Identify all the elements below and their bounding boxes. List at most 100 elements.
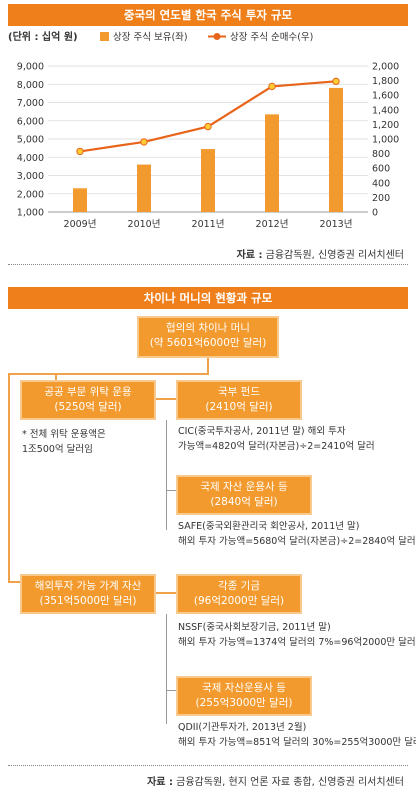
household-assets-box: 해외투자 가능 가계 자산 (351억5000만 달러): [20, 574, 156, 614]
bar: [137, 164, 151, 212]
line-point: [204, 122, 212, 131]
y-right-tick-label: 2,000: [372, 62, 399, 73]
note-line: SAFE(중국외환관리국 회안공사, 2011년 말): [178, 521, 360, 532]
line-point: [140, 138, 148, 146]
root-title: 협의의 차이나 머니: [166, 322, 250, 334]
connector: [8, 373, 56, 375]
y-right-tick-label: 800: [372, 149, 390, 160]
connector: [8, 373, 10, 583]
note-line: QDII(기관투자가, 2013년 2월): [178, 722, 307, 733]
divider: [8, 264, 408, 265]
note-line: CIC(중국투자공사, 2011년 말) 해외 투자: [178, 426, 346, 437]
connector: [156, 398, 176, 400]
funds-note: NSSF(중국사회보장기금, 2011년 말) 해외 투자 가능액=1374억 …: [178, 620, 416, 650]
y-left-tick-label: 8,000: [17, 80, 44, 91]
x-tick-label: 2010년: [128, 219, 161, 230]
y-right-tick-label: 1,800: [372, 76, 399, 87]
connector: [156, 592, 176, 594]
y-left-tick-label: 4,000: [17, 153, 44, 164]
y-left-tick-label: 3,000: [17, 171, 44, 182]
connector: [55, 373, 209, 375]
unit-label: (단위 : 십억 원): [8, 30, 78, 43]
bar: [73, 188, 87, 212]
bracket-line: [166, 690, 176, 691]
chart-source: 자료 : 금융감독원, 신영증권 리서치센터: [237, 246, 404, 261]
line-point: [268, 82, 276, 91]
legend-bar-label: 상장 주식 보유(좌): [113, 32, 188, 43]
y-right-tick-label: 600: [372, 164, 390, 175]
y-left-tick-label: 6,000: [17, 116, 44, 127]
intl-asset-managers-title: 국제 자산 운용사 등: [200, 481, 288, 493]
y-left-tick-label: 7,000: [17, 98, 44, 109]
line-series: [79, 80, 337, 153]
source-label: 자료 :: [147, 777, 173, 788]
legend-line-label: 상장 주식 순매수(우): [230, 32, 313, 43]
intl-asset-managers-2-box: 국제 자산운용사 등 (255억3000만 달러): [176, 676, 312, 716]
source-text: 금융감독원, 신영증권 리서치센터: [265, 250, 404, 261]
bracket-line: [166, 490, 176, 491]
diagram-source: 자료 : 금융감독원, 현지 언론 자료 종합, 신영증권 리서치센터: [147, 773, 404, 788]
intl-asset-managers-amount: (2840억 달러): [210, 496, 278, 508]
root-box: 협의의 차이나 머니 (약 5601억6000만 달러): [137, 316, 279, 358]
legend-line-marker: [213, 33, 221, 40]
note-line: 해외 투자 가능액=5680억 달러(자본금)÷2=2840억 달러: [178, 536, 416, 547]
line-point: [332, 77, 340, 86]
sovereign-fund-note: CIC(중국투자공사, 2011년 말) 해외 투자 가능액=4820억 달러(…: [178, 424, 375, 454]
connector: [8, 581, 20, 583]
bar: [265, 114, 279, 212]
y-right-tick-label: 400: [372, 178, 390, 189]
diagram-title: 차이나 머니의 현황과 규모: [8, 287, 408, 309]
bracket-line: [166, 614, 167, 724]
public-sector-amount: (5250억 달러): [54, 401, 122, 413]
funds-box: 각종 기금 (96억2000만 달러): [176, 574, 302, 614]
note-line: 1조500억 달러임: [22, 444, 93, 455]
y-left-tick-label: 5,000: [17, 135, 44, 146]
intl-asset-managers-box: 국제 자산 운용사 등 (2840억 달러): [176, 475, 312, 515]
bar: [201, 149, 215, 212]
sovereign-fund-box: 국부 펀드 (2410억 달러): [176, 380, 302, 420]
funds-title: 각종 기금: [218, 580, 260, 592]
intl-asset-managers-2-amount: (255억3000만 달러): [195, 697, 293, 709]
y-left-tick-label: 9,000: [17, 62, 44, 73]
y-right-tick-label: 1,400: [372, 105, 399, 116]
y-right-tick-label: 1,000: [372, 135, 399, 146]
public-sector-note: * 전체 위탁 운용액은 1조500억 달러임: [22, 427, 106, 457]
legend-bar-swatch: [100, 32, 109, 41]
y-right-tick-label: 1,200: [372, 120, 399, 131]
x-tick-label: 2011년: [192, 219, 225, 230]
connector: [207, 358, 209, 374]
public-sector-box: 공공 부문 위탁 운용 (5250억 달러): [20, 380, 156, 420]
root-amount: (약 5601억6000만 달러): [149, 337, 267, 349]
y-right-tick-label: 200: [372, 193, 390, 204]
y-left-tick-label: 2,000: [17, 189, 44, 200]
source-label: 자료 :: [236, 250, 263, 261]
public-sector-title: 공공 부문 위탁 운용: [44, 386, 132, 398]
sovereign-fund-amount: (2410억 달러): [205, 401, 273, 413]
funds-amount: (96억2000만 달러): [193, 595, 285, 607]
divider: [8, 765, 408, 766]
line-point: [76, 147, 84, 156]
y-right-tick-label: 1,600: [372, 91, 399, 102]
note-line: * 전체 위탁 운용액은: [22, 429, 106, 440]
intl-asset-managers-note: SAFE(중국외환관리국 회안공사, 2011년 말) 해외 투자 가능액=56…: [178, 519, 416, 549]
intl-asset-managers-2-title: 국제 자산운용사 등: [202, 682, 286, 694]
bar: [329, 87, 343, 212]
note-line: NSSF(중국사회보장기금, 2011년 말): [178, 622, 331, 633]
x-tick-label: 2012년: [256, 219, 289, 230]
note-line: 가능액=4820억 달러(자본금)÷2=2410억 달러: [178, 441, 375, 452]
note-line: 해외 투자 가능액=851억 달러의 30%=255억3000만 달러: [178, 737, 416, 748]
note-line: 해외 투자 가능액=1374억 달러의 7%=96억2000만 달러: [178, 637, 416, 648]
household-assets-title: 해외투자 가능 가계 자산: [34, 580, 142, 592]
connector: [55, 373, 57, 380]
bracket-line: [166, 420, 167, 530]
sovereign-fund-title: 국부 펀드: [218, 386, 260, 398]
x-tick-label: 2009년: [64, 219, 97, 230]
household-assets-amount: (351억5000만 달러): [39, 595, 137, 607]
y-right-tick-label: 0: [372, 208, 378, 219]
source-text: 금융감독원, 현지 언론 자료 종합, 신영증권 리서치센터: [176, 777, 404, 788]
y-left-tick-label: 1,000: [17, 208, 44, 219]
bar-line-chart: (단위 : 십억 원) 상장 주식 보유(좌) 상장 주식 순매수(우) 1,000 2…: [8, 30, 399, 230]
chart-title: 중국의 연도별 한국 주식 투자 규모: [8, 4, 408, 26]
x-tick-label: 2013년: [320, 219, 353, 230]
intl-asset-managers-2-note: QDII(기관투자가, 2013년 2월) 해외 투자 가능액=851억 달러의…: [178, 720, 416, 750]
